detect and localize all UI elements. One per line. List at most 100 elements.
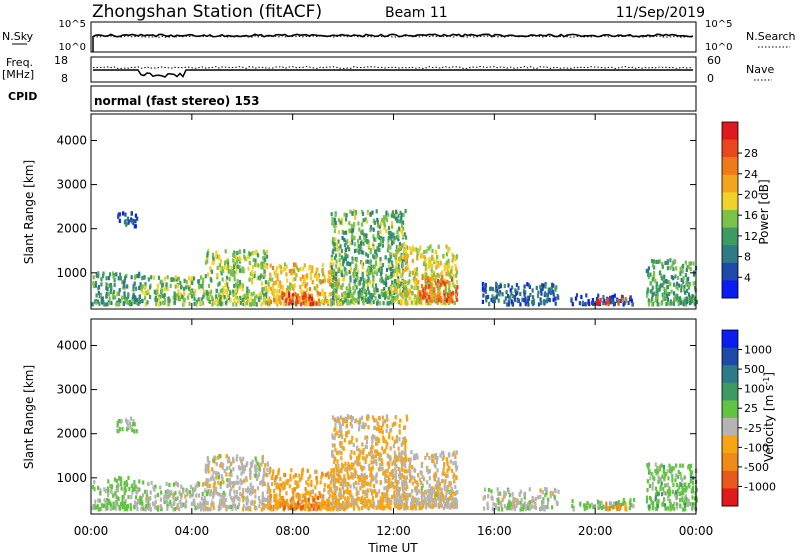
range-gate-cell xyxy=(678,302,680,306)
range-gate-cell xyxy=(411,465,413,469)
range-gate-cell xyxy=(683,276,685,280)
range-gate-cell xyxy=(452,291,454,295)
range-gate-cell xyxy=(317,291,319,295)
colorbar-tick-label: 28 xyxy=(744,147,758,160)
range-gate-cell xyxy=(266,255,268,259)
range-gate-cell xyxy=(382,416,384,420)
range-gate-cell xyxy=(402,437,404,441)
range-gate-cell xyxy=(127,300,129,304)
range-gate-cell xyxy=(179,500,181,504)
range-gate-cell xyxy=(423,292,425,296)
range-gate-cell xyxy=(344,243,346,247)
range-gate-cell xyxy=(492,287,494,291)
range-gate-cell xyxy=(648,302,650,306)
range-gate-cell xyxy=(441,504,443,508)
range-gate-cell xyxy=(349,490,351,494)
range-gate-cell xyxy=(401,224,403,228)
range-gate-cell xyxy=(138,479,140,483)
range-gate-cell xyxy=(356,285,358,289)
range-gate-cell xyxy=(646,294,648,298)
range-gate-cell xyxy=(347,482,349,486)
range-gate-cell xyxy=(361,425,363,429)
range-gate-cell xyxy=(327,300,329,304)
range-gate-cell xyxy=(264,297,266,301)
range-gate-cell xyxy=(142,493,144,497)
range-gate-cell xyxy=(586,506,588,510)
range-gate-cell xyxy=(342,494,344,498)
range-gate-cell xyxy=(416,481,418,485)
range-gate-cell xyxy=(407,493,409,497)
range-gate-cell xyxy=(405,249,407,253)
range-gate-cell xyxy=(299,267,301,271)
range-gate-cell xyxy=(372,272,374,276)
range-gate-cell xyxy=(657,466,659,470)
range-gate-cell xyxy=(268,282,270,286)
range-gate-cell xyxy=(220,289,222,293)
range-gate-cell xyxy=(227,459,229,463)
range-gate-cell xyxy=(157,284,159,288)
range-gate-cell xyxy=(371,455,373,459)
range-gate-cell xyxy=(351,462,353,466)
range-gate-cell xyxy=(328,270,330,274)
range-gate-cell xyxy=(447,249,449,253)
range-gate-cell xyxy=(125,219,127,223)
range-gate-cell xyxy=(421,284,423,288)
range-gate-cell xyxy=(402,270,404,274)
range-gate-cell xyxy=(532,288,534,292)
range-gate-cell xyxy=(445,474,447,478)
range-gate-cell xyxy=(393,490,395,494)
range-gate-cell xyxy=(395,475,397,479)
range-gate-cell xyxy=(341,255,343,259)
range-gate-cell xyxy=(278,498,280,502)
range-gate-cell xyxy=(259,500,261,504)
range-gate-cell xyxy=(110,285,112,289)
range-gate-cell xyxy=(127,295,129,299)
range-gate-cell xyxy=(388,301,390,305)
range-gate-cell xyxy=(329,507,331,511)
range-gate-cell xyxy=(121,296,123,300)
range-gate-cell xyxy=(609,300,611,304)
range-gate-cell xyxy=(426,292,428,296)
range-gate-cell xyxy=(305,503,307,507)
range-gate-cell xyxy=(254,464,256,468)
range-gate-cell xyxy=(272,266,274,270)
range-gate-cell xyxy=(244,302,246,306)
range-gate-cell xyxy=(614,302,616,306)
range-gate-cell xyxy=(379,278,381,282)
range-gate-cell xyxy=(395,415,397,419)
range-gate-cell xyxy=(448,292,450,296)
range-gate-cell xyxy=(446,261,448,265)
range-gate-cell xyxy=(351,475,353,479)
range-gate-cell xyxy=(405,268,407,272)
range-gate-cell xyxy=(533,301,535,305)
range-gate-cell xyxy=(338,230,340,234)
range-gate-cell xyxy=(336,472,338,476)
range-gate-cell xyxy=(529,293,531,297)
range-gate-cell xyxy=(265,292,267,296)
range-gate-cell xyxy=(167,496,169,500)
range-gate-cell xyxy=(168,298,170,302)
range-gate-cell xyxy=(363,466,365,470)
range-gate-cell xyxy=(442,468,444,472)
range-gate-cell xyxy=(452,497,454,501)
range-gate-cell xyxy=(512,492,514,496)
range-gate-cell xyxy=(92,281,94,285)
range-gate-cell xyxy=(550,494,552,498)
range-gate-cell xyxy=(132,488,134,492)
range-gate-cell xyxy=(198,482,200,486)
range-gate-cell xyxy=(499,501,501,505)
range-gate-cell xyxy=(342,418,344,422)
range-gate-cell xyxy=(519,292,521,296)
range-gate-cell xyxy=(344,253,346,257)
range-gate-cell xyxy=(434,454,436,458)
range-gate-cell xyxy=(235,481,237,485)
range-gate-cell xyxy=(255,456,257,460)
range-gate-cell xyxy=(235,270,237,274)
range-gate-cell xyxy=(657,480,659,484)
nave-tick-bottom: 0 xyxy=(707,72,714,85)
range-gate-cell xyxy=(431,454,433,458)
range-gate-cell xyxy=(209,484,211,488)
range-gate-cell xyxy=(270,505,272,509)
range-gate-cell xyxy=(216,289,218,293)
range-gate-cell xyxy=(371,451,373,455)
